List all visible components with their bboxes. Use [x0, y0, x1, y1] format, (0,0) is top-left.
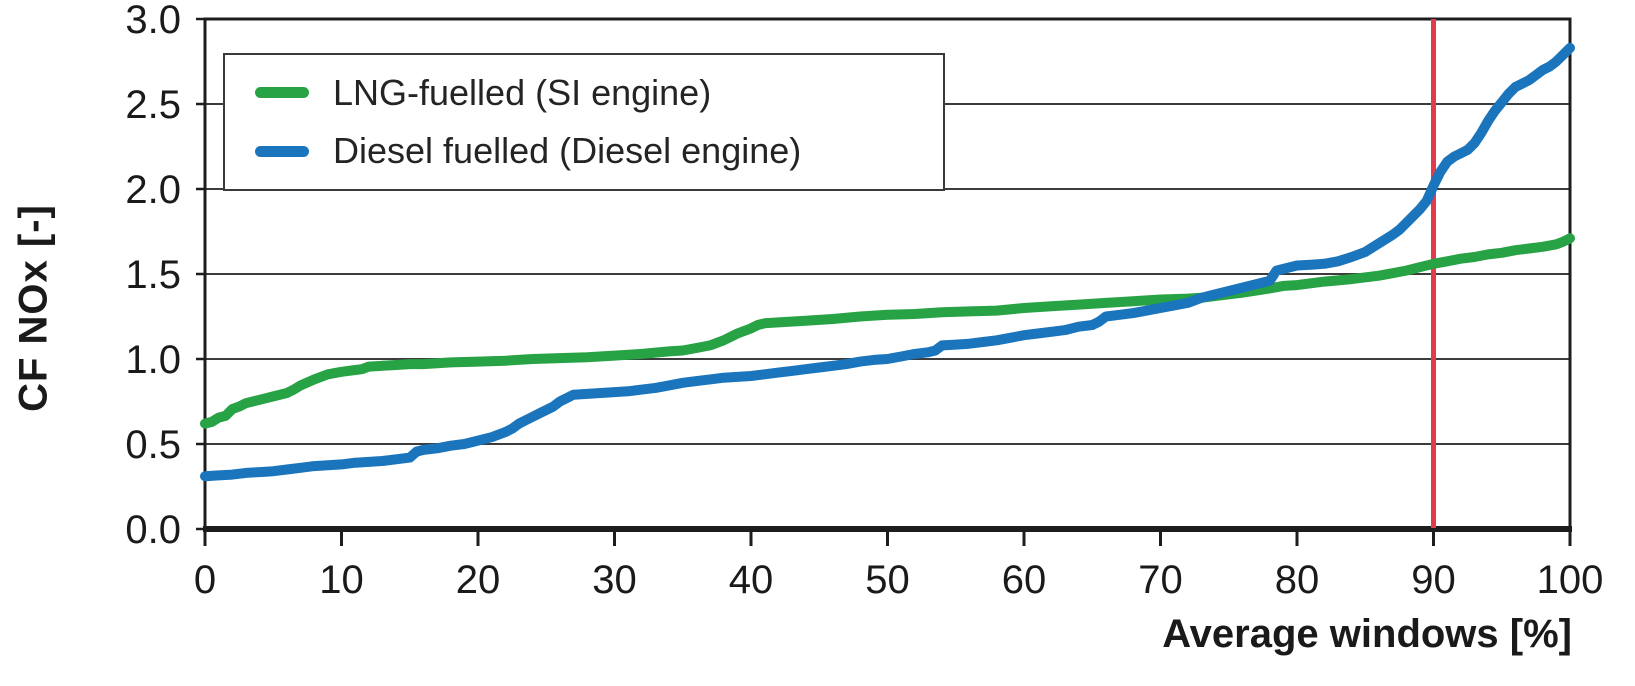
series-line-diesel — [200, 42, 1575, 482]
y-tick-label: 1.5 — [125, 253, 181, 297]
legend: LNG-fuelled (SI engine) Diesel fuelled (… — [223, 53, 945, 191]
y-tick-label: 0.0 — [125, 508, 181, 552]
x-tick-label: 50 — [865, 558, 910, 602]
legend-swatch-diesel — [255, 145, 309, 157]
x-tick-label: 70 — [1138, 558, 1183, 602]
y-tick-label: 2.0 — [125, 168, 181, 212]
x-tick-label: 80 — [1275, 558, 1320, 602]
legend-item-diesel: Diesel fuelled (Diesel engine) — [225, 130, 943, 172]
x-tick-label: 60 — [1002, 558, 1047, 602]
y-tick-label: 3.0 — [125, 0, 181, 42]
x-tick-label: 40 — [729, 558, 774, 602]
y-tick-label: 1.0 — [125, 338, 181, 382]
x-axis-title: Average windows [%] — [1162, 612, 1572, 656]
y-tick-label: 0.5 — [125, 423, 181, 467]
x-tick-label: 30 — [592, 558, 637, 602]
legend-swatch-lng — [255, 87, 309, 99]
series-line-lng — [200, 233, 1575, 429]
x-tick-label: 90 — [1411, 558, 1456, 602]
x-tick-label: 100 — [1537, 558, 1604, 602]
x-tick-label: 0 — [194, 558, 216, 602]
y-axis-title: CF NOx [-] — [11, 204, 56, 412]
legend-item-lng: LNG-fuelled (SI engine) — [225, 72, 943, 114]
legend-label-lng: LNG-fuelled (SI engine) — [333, 71, 712, 113]
x-tick-label: 10 — [319, 558, 364, 602]
legend-label-diesel: Diesel fuelled (Diesel engine) — [333, 130, 802, 172]
x-tick-label: 20 — [456, 558, 501, 602]
y-tick-label: 2.5 — [125, 83, 181, 127]
